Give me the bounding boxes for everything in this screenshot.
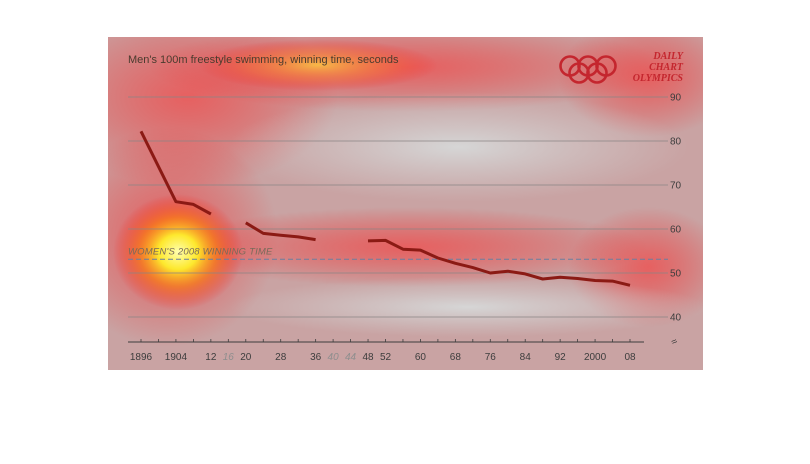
gridlines: 40 50 60 70 80 90 <box>128 93 682 324</box>
brand-line: DAILY <box>653 51 683 62</box>
x-tick-label: 48 <box>362 352 374 363</box>
x-tick-label: 76 <box>485 352 497 363</box>
x-tick-label: 2000 <box>584 352 607 363</box>
x-tick-label: 44 <box>345 352 357 363</box>
x-tick-label: 1904 <box>165 352 188 363</box>
series-line-segment <box>245 221 316 242</box>
brand-logo-text: DAILY CHART OLYMPICS <box>633 51 683 84</box>
x-tick-label: 28 <box>275 352 287 363</box>
y-tick-label: 50 <box>670 269 682 280</box>
reference-line-label: WOMEN'S 2008 WINNING TIME <box>128 246 273 257</box>
x-axis: 1896 1904 12 16 20 28 36 40 44 48 52 60 68 76 84 92 2000… <box>128 336 680 363</box>
x-tick-label: 08 <box>624 352 636 363</box>
x-tick-label: 1896 <box>130 352 153 363</box>
x-tick-label: 40 <box>328 352 340 363</box>
series-line-segment <box>139 130 212 216</box>
x-tick-label: 16 <box>223 352 235 363</box>
x-tick-label: 60 <box>415 352 427 363</box>
x-tick-label: 68 <box>450 352 462 363</box>
y-tick-label: 80 <box>670 137 682 148</box>
x-tick-label: 12 <box>205 352 217 363</box>
x-tick-label: 84 <box>520 352 532 363</box>
chart-title: Men's 100m freestyle swimming, winning t… <box>128 54 399 66</box>
chart-card: 40 50 60 70 80 90 WOMEN'S 2008 WINNING TIME 1… <box>108 37 703 370</box>
line-chart: 40 50 60 70 80 90 WOMEN'S 2008 WINNING TIME 1… <box>128 93 682 363</box>
brand-line: OLYMPICS <box>632 73 683 84</box>
series-line-segment <box>367 238 631 287</box>
axis-break-icon: ≈ <box>670 336 681 349</box>
y-tick-label: 90 <box>670 93 682 104</box>
x-tick-label: 92 <box>555 352 567 363</box>
olympic-rings-icon <box>559 55 617 84</box>
reference-line-group: WOMEN'S 2008 WINNING TIME <box>128 246 668 260</box>
x-tick-label: 20 <box>240 352 252 363</box>
x-tick-label: 36 <box>310 352 322 363</box>
y-tick-label: 60 <box>670 225 682 236</box>
series-lines <box>139 130 631 287</box>
x-tick-label: 52 <box>380 352 392 363</box>
y-tick-label: 40 <box>670 313 682 324</box>
y-tick-label: 70 <box>670 181 682 192</box>
brand-line: CHART <box>649 62 683 73</box>
